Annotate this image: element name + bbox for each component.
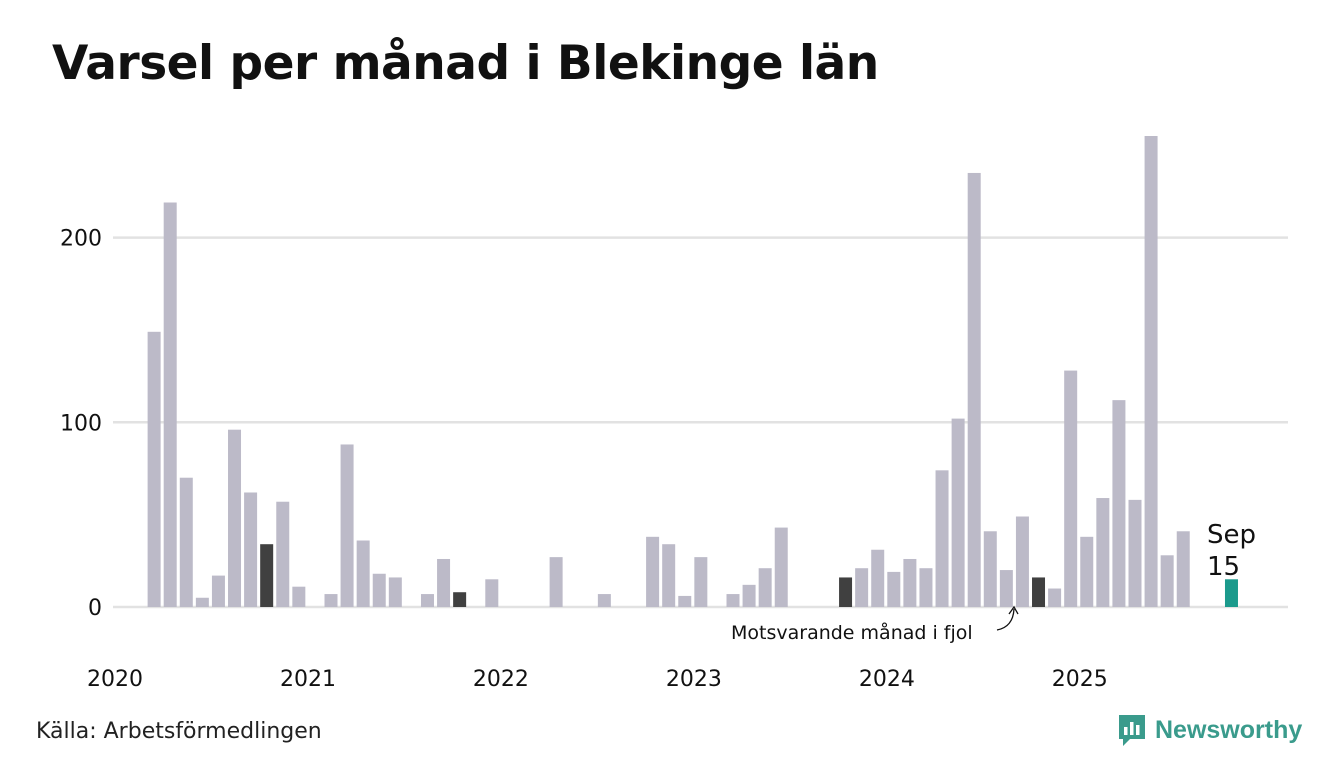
x-tick-label: 2023 bbox=[666, 667, 722, 692]
bar bbox=[678, 595, 692, 607]
bar bbox=[1224, 579, 1238, 607]
x-tick-label: 2020 bbox=[87, 667, 143, 692]
bar bbox=[388, 577, 402, 607]
bar bbox=[453, 592, 467, 607]
bar bbox=[597, 594, 611, 607]
bar bbox=[1032, 577, 1046, 607]
y-axis-ticks: 0 100 200 bbox=[60, 227, 102, 621]
bar bbox=[195, 597, 209, 607]
bar bbox=[163, 202, 177, 607]
current-month-label: Sep 15 bbox=[1207, 520, 1256, 582]
x-tick-label: 2024 bbox=[859, 667, 915, 692]
bar bbox=[340, 444, 354, 607]
bar bbox=[1112, 400, 1126, 607]
bar bbox=[1048, 588, 1062, 607]
bar bbox=[999, 570, 1013, 607]
y-tick-label: 200 bbox=[60, 227, 102, 252]
bar bbox=[211, 575, 225, 607]
chart-title: Varsel per månad i Blekinge län bbox=[52, 36, 879, 91]
bar bbox=[292, 586, 306, 607]
bar bbox=[694, 557, 708, 607]
bar bbox=[662, 544, 676, 607]
bar bbox=[726, 594, 740, 607]
bar bbox=[903, 558, 917, 607]
bar bbox=[951, 418, 965, 607]
bar bbox=[1064, 370, 1078, 607]
bar bbox=[742, 584, 756, 607]
bar bbox=[356, 540, 370, 607]
annotation-text: Motsvarande månad i fjol bbox=[731, 621, 973, 644]
brand-logo: Newsworthy bbox=[1117, 712, 1302, 748]
bar bbox=[260, 544, 274, 607]
current-month-name: Sep bbox=[1207, 520, 1256, 550]
annotation-arrowhead bbox=[1008, 605, 1019, 615]
bar bbox=[372, 573, 386, 607]
bar bbox=[1096, 498, 1110, 607]
bar bbox=[549, 557, 563, 607]
same-month-annotation: Motsvarande månad i fjol bbox=[731, 605, 1019, 644]
bars bbox=[147, 136, 1238, 607]
brand-name: Newsworthy bbox=[1155, 715, 1303, 744]
bar bbox=[1160, 555, 1174, 607]
x-tick-label: 2021 bbox=[280, 667, 336, 692]
bar bbox=[871, 549, 885, 607]
bar bbox=[437, 558, 451, 607]
bar bbox=[919, 568, 933, 607]
bar bbox=[324, 594, 338, 607]
bar bbox=[179, 477, 193, 607]
bar bbox=[420, 594, 434, 607]
bar bbox=[244, 492, 258, 607]
bar bbox=[228, 429, 242, 607]
annotation-arrow bbox=[996, 608, 1015, 631]
y-tick-label: 100 bbox=[60, 411, 102, 436]
newsworthy-logo-icon bbox=[1119, 715, 1145, 746]
bar bbox=[646, 536, 660, 607]
bar bbox=[1144, 136, 1158, 607]
bar-chart: 0 100 200 2020 2021 2022 2023 2024 2025 Motsvar… bbox=[60, 136, 1288, 692]
bar bbox=[758, 568, 772, 607]
bar bbox=[1015, 516, 1029, 607]
bar bbox=[887, 571, 901, 607]
bar bbox=[983, 531, 997, 607]
bar bbox=[967, 172, 981, 607]
bar bbox=[855, 568, 869, 607]
bar bbox=[1080, 536, 1094, 607]
source-note: Källa: Arbetsförmedlingen bbox=[36, 719, 322, 744]
current-month-value: 15 bbox=[1207, 552, 1240, 582]
bar bbox=[839, 577, 853, 607]
bar bbox=[276, 501, 290, 607]
x-tick-label: 2022 bbox=[473, 667, 529, 692]
bar bbox=[774, 527, 788, 607]
bar bbox=[935, 470, 949, 607]
bar bbox=[485, 579, 499, 607]
y-tick-label: 0 bbox=[88, 596, 102, 621]
bar bbox=[147, 331, 161, 607]
bar bbox=[1176, 531, 1190, 607]
x-axis-ticks: 2020 2021 2022 2023 2024 2025 bbox=[87, 667, 1108, 692]
bar bbox=[1128, 499, 1142, 607]
x-tick-label: 2025 bbox=[1052, 667, 1108, 692]
